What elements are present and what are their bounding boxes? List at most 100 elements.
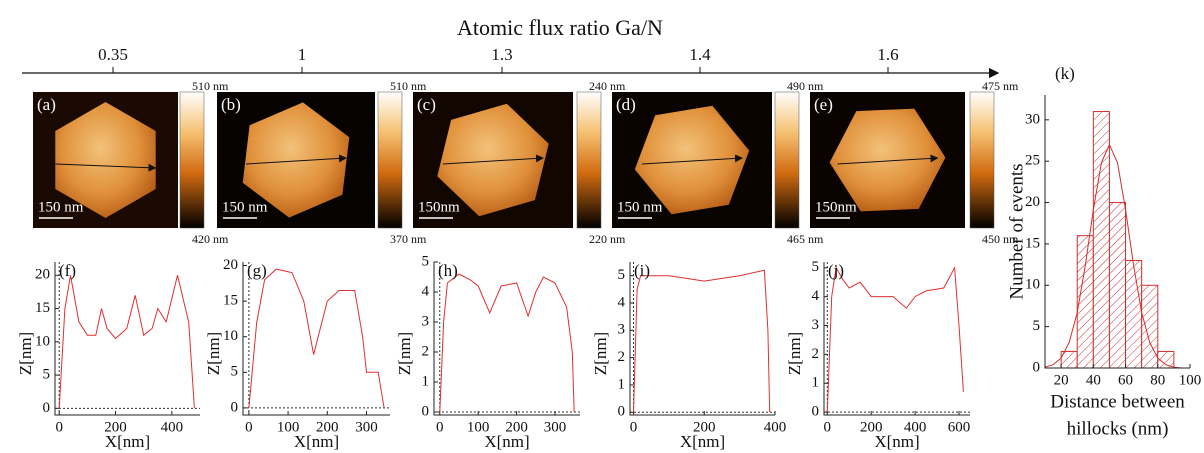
colorbar xyxy=(774,91,800,229)
colorbar-max: 475 nm xyxy=(982,79,1019,93)
hist-bar xyxy=(1125,259,1143,369)
x-tick-label: 200 xyxy=(104,419,127,435)
crystal xyxy=(437,103,549,217)
profile-line xyxy=(633,269,771,413)
x-tick-label: 0 xyxy=(630,419,638,435)
x-tick-label: 0 xyxy=(824,419,832,435)
image-label: (a) xyxy=(37,95,56,114)
axis-frame xyxy=(54,262,200,416)
colorbar xyxy=(179,91,205,229)
y-axis-label: Z[nm] xyxy=(16,332,35,375)
y-tick-label: 3 xyxy=(618,322,626,338)
x-axis-label: X[nm] xyxy=(874,432,919,451)
axis-frame xyxy=(242,262,390,416)
colorbar-min: 370 nm xyxy=(390,232,427,246)
profile-arrow xyxy=(442,154,544,165)
y-tick-label: 5 xyxy=(43,367,51,383)
scale-bar-label: 150 nm xyxy=(222,199,268,215)
y-tick-label: 0 xyxy=(231,399,239,415)
y-tick-label: 2 xyxy=(618,349,626,365)
scale-bar-label: 150nm xyxy=(418,199,460,215)
profile-arrow xyxy=(837,154,939,165)
y-tick-label: 5 xyxy=(1033,318,1041,334)
axis-frame xyxy=(433,262,580,416)
x-tick-label: 200 xyxy=(860,419,883,435)
colorbar xyxy=(969,91,995,229)
y-tick-label: 3 xyxy=(812,317,820,333)
y-tick-label: 20 xyxy=(35,267,50,283)
y-tick-label: 4 xyxy=(618,294,626,310)
x-tick-label: 100 xyxy=(467,419,490,435)
fit-curve xyxy=(1044,143,1190,369)
y-axis-label: Number of events xyxy=(1006,163,1027,299)
y-axis-label: Z[nm] xyxy=(395,332,414,375)
profile-line xyxy=(826,266,964,413)
y-tick-label: 1 xyxy=(812,375,820,391)
crystal xyxy=(55,102,156,218)
y-tick-label: 25 xyxy=(1025,153,1040,169)
y-tick-label: 1 xyxy=(618,376,626,392)
panel-label: (g) xyxy=(247,261,267,280)
colorbar-min: 450 nm xyxy=(982,232,1019,246)
x-tick-label: 300 xyxy=(544,419,567,435)
flux-tick-label: 1 xyxy=(298,45,307,64)
axis-frame xyxy=(629,262,775,416)
y-tick-label: 5 xyxy=(812,259,820,275)
crystal xyxy=(634,105,750,215)
y-tick-label: 4 xyxy=(422,283,430,299)
x-axis-label: X[nm] xyxy=(294,432,339,451)
x-tick-label: 200 xyxy=(316,419,339,435)
crystal xyxy=(829,108,946,212)
x-axis-label: hillocks (nm) xyxy=(1067,418,1169,439)
panel-label: (f) xyxy=(59,261,76,280)
x-axis-label: X[nm] xyxy=(484,432,529,451)
y-tick-label: 3 xyxy=(422,313,430,329)
scale-bar-label: 150nm xyxy=(815,199,857,215)
hist-bar xyxy=(1141,284,1159,369)
profile-line xyxy=(248,268,385,408)
scale-bar-label: 150 nm xyxy=(38,199,84,215)
x-tick-label: 400 xyxy=(161,419,184,435)
x-tick-label: 80 xyxy=(1150,372,1165,388)
crystal xyxy=(242,102,350,218)
y-tick-label: 15 xyxy=(35,300,50,316)
y-tick-label: 30 xyxy=(1025,111,1040,127)
colorbar-max: 490 nm xyxy=(787,79,824,93)
profile-line xyxy=(58,275,195,409)
flux-tick-label: 1.6 xyxy=(877,45,898,64)
image-label: (c) xyxy=(417,95,436,114)
y-tick-label: 10 xyxy=(223,328,238,344)
axis-title: Atomic flux ratio Ga/N xyxy=(457,15,663,40)
colorbar-max: 240 nm xyxy=(589,79,626,93)
x-tick-label: 300 xyxy=(355,419,378,435)
x-tick-label: 600 xyxy=(948,419,971,435)
y-tick-label: 5 xyxy=(618,267,626,283)
colorbar xyxy=(377,91,403,229)
y-tick-label: 20 xyxy=(1025,194,1040,210)
panel-label: (i) xyxy=(634,261,650,280)
x-tick-label: 100 xyxy=(1179,372,1202,388)
y-tick-label: 0 xyxy=(43,400,51,416)
panel-label: (h) xyxy=(438,261,458,280)
y-tick-label: 0 xyxy=(618,404,626,420)
x-tick-label: 400 xyxy=(764,419,787,435)
x-tick-label: 200 xyxy=(505,419,528,435)
y-tick-label: 0 xyxy=(422,403,430,419)
x-axis-label: X[nm] xyxy=(680,432,725,451)
colorbar-min: 465 nm xyxy=(787,232,824,246)
profile-arrow xyxy=(245,154,347,165)
x-axis-label: X[nm] xyxy=(105,432,150,451)
colorbar-max: 510 nm xyxy=(192,79,229,93)
y-tick-label: 20 xyxy=(223,257,238,273)
x-axis-label: Distance between xyxy=(1050,391,1185,412)
flux-tick-label: 1.3 xyxy=(491,45,512,64)
x-tick-label: 0 xyxy=(245,419,253,435)
scale-bar-label: 150 nm xyxy=(617,199,663,215)
y-tick-label: 1 xyxy=(422,373,430,389)
profile-arrow xyxy=(55,163,157,172)
flux-tick-label: 1.4 xyxy=(689,45,711,64)
y-tick-label: 4 xyxy=(812,288,820,304)
y-axis-label: Z[nm] xyxy=(204,332,223,375)
profile-line xyxy=(439,273,575,413)
